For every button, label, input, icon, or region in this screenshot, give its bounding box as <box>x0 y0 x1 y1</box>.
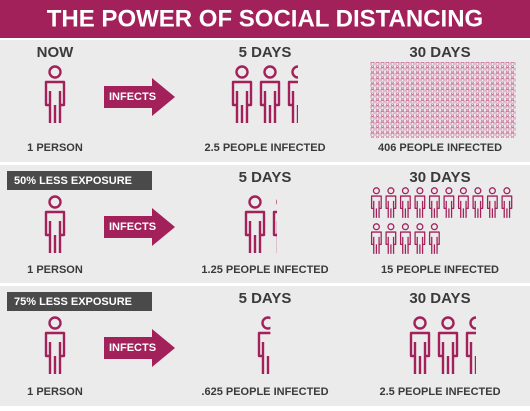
caption: .625 PEOPLE INFECTED <box>201 386 328 398</box>
caption: 15 PEOPLE INFECTED <box>381 264 499 276</box>
arrow-body <box>104 86 152 108</box>
tag-box <box>7 171 152 190</box>
caption: 1 PERSON <box>27 142 83 154</box>
arrow-label: INFECTS <box>109 221 156 233</box>
tag-box <box>7 292 152 311</box>
title: THE POWER OF SOCIAL DISTANCING <box>47 5 483 32</box>
caption: 406 PEOPLE INFECTED <box>378 142 502 154</box>
caption: 1.25 PEOPLE INFECTED <box>201 264 328 276</box>
column-heading: 5 DAYS <box>239 44 292 61</box>
arrow-body <box>104 216 152 238</box>
arrow-body <box>104 337 152 359</box>
arrow-head <box>152 208 175 246</box>
caption: 1 PERSON <box>27 264 83 276</box>
arrow-label: INFECTS <box>109 91 156 103</box>
caption: 1 PERSON <box>27 386 83 398</box>
column-heading: 5 DAYS <box>239 290 292 307</box>
arrow-head <box>152 78 175 116</box>
column-heading: NOW <box>37 44 75 61</box>
column-heading: 30 DAYS <box>409 44 470 61</box>
crowd-icons <box>370 62 516 138</box>
tag-label: 50% LESS EXPOSURE <box>14 175 132 187</box>
arrow-head <box>152 329 175 367</box>
tag-label: 75% LESS EXPOSURE <box>14 296 132 308</box>
column-heading: 5 DAYS <box>239 169 292 186</box>
arrow-label: INFECTS <box>109 342 156 354</box>
title-bar <box>0 0 530 38</box>
column-heading: 30 DAYS <box>409 290 470 307</box>
caption: 2.5 PEOPLE INFECTED <box>379 386 500 398</box>
column-heading: 30 DAYS <box>409 169 470 186</box>
caption: 2.5 PEOPLE INFECTED <box>204 142 325 154</box>
